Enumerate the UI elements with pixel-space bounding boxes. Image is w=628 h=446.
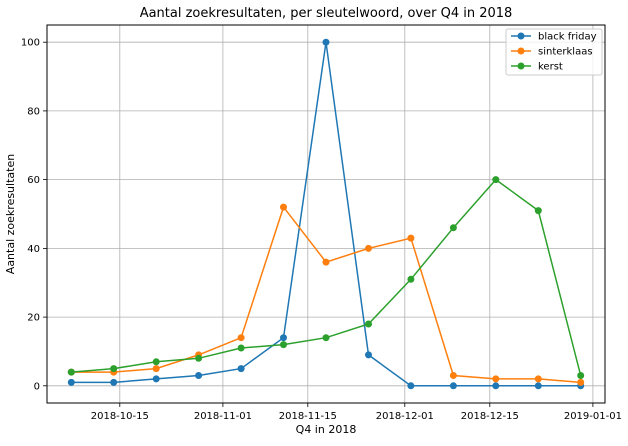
data-point xyxy=(110,378,118,386)
plot-frame xyxy=(46,24,606,404)
y-axis-label: Aantal zoekresultaten xyxy=(4,154,17,274)
x-tick-label: 2018-11-01 xyxy=(194,411,252,422)
data-point xyxy=(492,382,500,390)
x-tick-label: 2018-11-15 xyxy=(279,411,337,422)
data-point xyxy=(407,382,415,390)
legend-item: black friday xyxy=(511,32,597,43)
data-point xyxy=(577,378,585,386)
data-point xyxy=(322,38,330,46)
legend-label: kerst xyxy=(538,62,563,73)
x-tick-label: 2018-12-15 xyxy=(461,411,519,422)
y-tick-label: 0 xyxy=(34,381,40,392)
x-tick-label: 2018-10-15 xyxy=(91,411,149,422)
data-point xyxy=(67,378,75,386)
data-point xyxy=(195,372,203,379)
data-point xyxy=(577,372,585,379)
data-point xyxy=(67,368,75,376)
data-point xyxy=(322,334,330,342)
data-point xyxy=(280,334,287,342)
series-layer xyxy=(67,38,585,390)
data-point xyxy=(237,334,245,342)
data-point xyxy=(407,234,415,242)
series-black-friday xyxy=(67,38,585,390)
data-point xyxy=(407,275,415,283)
x-tick-label: 2019-01-01 xyxy=(564,411,622,422)
legend: black friday sinterklaas kerst xyxy=(505,28,603,76)
data-point xyxy=(365,244,372,252)
data-point xyxy=(152,358,160,366)
legend-marker xyxy=(517,47,525,55)
grid xyxy=(47,25,605,403)
data-point xyxy=(280,203,287,211)
tick-layer: 2018-10-15 2018-11-01 2018-11-15 2018-12-01… xyxy=(21,38,622,422)
y-tick-label: 60 xyxy=(27,175,40,186)
data-point xyxy=(449,382,457,390)
legend-label: sinterklaas xyxy=(538,47,593,58)
data-point xyxy=(322,258,330,266)
data-point xyxy=(449,224,457,232)
data-point xyxy=(110,365,118,373)
series-sinterklaas xyxy=(67,203,585,386)
data-point xyxy=(534,382,542,390)
y-tick-label: 100 xyxy=(21,38,40,49)
legend-item: sinterklaas xyxy=(511,47,593,58)
data-point xyxy=(152,365,160,373)
data-point xyxy=(237,344,245,352)
y-tick-label: 80 xyxy=(27,106,40,117)
data-point xyxy=(492,375,500,383)
data-point xyxy=(280,341,287,349)
series-line xyxy=(71,178,582,376)
y-tick-label: 40 xyxy=(27,244,40,255)
x-axis-label: Q4 in 2018 xyxy=(296,423,357,436)
data-point xyxy=(365,351,372,359)
legend-marker xyxy=(517,32,525,40)
data-point xyxy=(152,375,160,383)
data-point xyxy=(237,365,245,373)
legend-box xyxy=(505,28,603,76)
legend-item: kerst xyxy=(511,62,563,73)
data-point xyxy=(365,320,372,328)
legend-marker xyxy=(517,62,525,70)
legend-label: black friday xyxy=(538,32,597,43)
data-point xyxy=(534,207,542,215)
series-line xyxy=(71,205,581,384)
data-point xyxy=(449,372,457,379)
data-point xyxy=(492,176,500,184)
series-kerst xyxy=(67,176,585,379)
data-point xyxy=(195,354,203,362)
x-tick-label: 2018-12-01 xyxy=(376,411,434,422)
y-tick-label: 20 xyxy=(27,313,40,324)
chart-title: Aantal zoekresultaten, per sleutelwoord,… xyxy=(140,6,513,21)
data-point xyxy=(534,375,542,383)
